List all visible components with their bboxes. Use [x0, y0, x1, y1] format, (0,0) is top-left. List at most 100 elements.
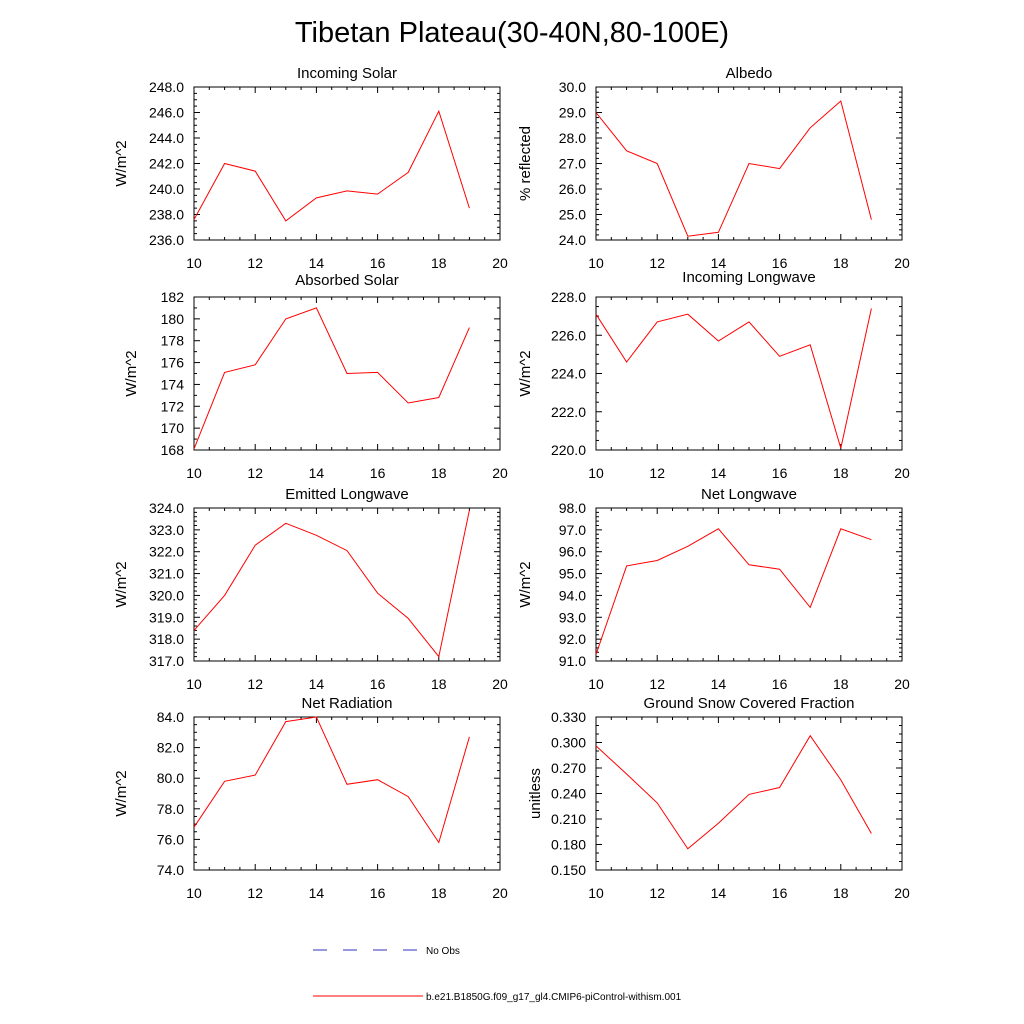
- y-tick-label: 30.0: [559, 79, 586, 95]
- legend: No Obs b.e21.B1850G.f09_g17_gl4.CMIP6-pi…: [313, 946, 682, 1003]
- plot-frame: [595, 507, 903, 662]
- y-tick-label: 178: [161, 333, 185, 349]
- y-tick-label: 94.0: [559, 587, 586, 603]
- panel-title: Net Longwave: [701, 486, 797, 503]
- x-tick-label: 12: [649, 676, 665, 692]
- y-tick-label: 182: [161, 289, 185, 305]
- x-tick-label: 10: [588, 885, 604, 901]
- y-tick-label: 28.0: [559, 130, 586, 146]
- y-tick-label: 317.0: [149, 653, 184, 669]
- panel-net-longwave: Net Longwave W/m^2 10 12 14 16 18 20 91.0 92.0 93.…: [517, 486, 910, 692]
- x-tick-label: 14: [309, 255, 325, 271]
- y-tick-label: 246.0: [149, 105, 184, 121]
- panel-emitted-longwave: Emitted Longwave W/m^2 10 12 14 16 18 20 317.0 31…: [113, 486, 508, 692]
- y-tick-label: 95.0: [559, 566, 586, 582]
- legend-label-model: b.e21.B1850G.f09_g17_gl4.CMIP6-piControl…: [426, 992, 682, 1003]
- x-tick-label: 14: [309, 676, 325, 692]
- x-tick-label: 14: [711, 255, 727, 271]
- x-tick-label: 10: [186, 465, 202, 481]
- x-tick-label: 12: [247, 885, 263, 901]
- plot-frame: [193, 716, 501, 871]
- y-tick-label: 0.150: [551, 862, 586, 878]
- y-tick-label: 242.0: [149, 156, 184, 172]
- panel-net-radiation: Net Radiation W/m^2 10 12 14 16 18 20 74.0 76.0 78…: [113, 695, 508, 901]
- x-tick-label: 20: [894, 676, 910, 692]
- series-line: [193, 109, 470, 222]
- y-tick-label: 323.0: [149, 522, 184, 538]
- panel-title: Incoming Solar: [297, 65, 397, 82]
- y-tick-label: 240.0: [149, 181, 184, 197]
- x-tick-label: 20: [894, 885, 910, 901]
- x-tick-label: 16: [772, 255, 788, 271]
- x-tick-label: 18: [833, 676, 849, 692]
- panel-title: Net Radiation: [302, 695, 393, 712]
- x-tick-label: 18: [431, 885, 447, 901]
- y-tick-label: 244.0: [149, 130, 184, 146]
- y-tick-label: 168: [161, 442, 185, 458]
- y-tick-label: 24.0: [559, 232, 586, 248]
- y-tick-label: 27.0: [559, 156, 586, 172]
- panel-ground-snow-covered-fraction: Ground Snow Covered Fraction unitless 10 12…: [527, 695, 910, 901]
- y-axis-label: % reflected: [517, 126, 534, 201]
- y-axis-label: W/m^2: [113, 561, 130, 607]
- y-axis-label: unitless: [527, 768, 544, 819]
- x-tick-label: 14: [309, 465, 325, 481]
- x-tick-label: 10: [186, 676, 202, 692]
- plot-frame: [193, 86, 501, 241]
- y-tick-label: 76.0: [157, 831, 184, 847]
- x-tick-label: 10: [186, 255, 202, 271]
- panel-title: Absorbed Solar: [295, 272, 398, 289]
- series-line: [595, 528, 872, 655]
- panel-title: Incoming Longwave: [682, 269, 815, 286]
- y-tick-label: 74.0: [157, 862, 184, 878]
- y-tick-label: 97.0: [559, 522, 586, 538]
- y-tick-label: 92.0: [559, 631, 586, 647]
- y-tick-label: 93.0: [559, 609, 586, 625]
- y-tick-label: 222.0: [551, 404, 586, 420]
- y-tick-label: 248.0: [149, 79, 184, 95]
- y-axis-label: W/m^2: [123, 350, 140, 396]
- series-line: [595, 100, 872, 237]
- y-tick-label: 26.0: [559, 181, 586, 197]
- y-tick-label: 174: [161, 376, 185, 392]
- y-tick-label: 180: [161, 311, 185, 327]
- x-tick-label: 14: [711, 676, 727, 692]
- panel-incoming-solar: Incoming Solar W/m^2 10 12 14 16 18 20 236.0 238.…: [113, 65, 508, 271]
- y-tick-label: 236.0: [149, 232, 184, 248]
- y-axis-label: W/m^2: [113, 770, 130, 816]
- x-tick-label: 20: [492, 885, 508, 901]
- y-tick-label: 80.0: [157, 770, 184, 786]
- y-tick-label: 91.0: [559, 653, 586, 669]
- x-tick-label: 10: [588, 676, 604, 692]
- y-tick-label: 82.0: [157, 740, 184, 756]
- x-tick-label: 14: [309, 885, 325, 901]
- x-tick-label: 18: [833, 885, 849, 901]
- y-tick-label: 170: [161, 420, 185, 436]
- x-tick-label: 14: [711, 465, 727, 481]
- y-tick-label: 321.0: [149, 566, 184, 582]
- x-tick-label: 16: [370, 465, 386, 481]
- y-tick-label: 0.240: [551, 786, 586, 802]
- series-line: [595, 734, 872, 850]
- x-tick-label: 12: [649, 885, 665, 901]
- y-tick-label: 96.0: [559, 544, 586, 560]
- x-tick-label: 10: [186, 885, 202, 901]
- y-tick-label: 226.0: [551, 327, 586, 343]
- x-tick-label: 16: [370, 885, 386, 901]
- x-tick-label: 20: [894, 465, 910, 481]
- series-line: [193, 716, 470, 844]
- x-tick-label: 18: [431, 676, 447, 692]
- x-tick-label: 10: [588, 255, 604, 271]
- series-line: [193, 510, 470, 658]
- x-tick-label: 12: [649, 465, 665, 481]
- y-tick-label: 0.330: [551, 709, 586, 725]
- y-axis-label: W/m^2: [517, 561, 534, 607]
- x-tick-label: 12: [247, 676, 263, 692]
- panel-title: Albedo: [726, 65, 773, 82]
- x-tick-label: 18: [833, 255, 849, 271]
- panel-title: Ground Snow Covered Fraction: [644, 695, 855, 712]
- panel-albedo: Albedo % reflected 10 12 14 16 18 20 24.0 25.0 26.…: [517, 65, 910, 271]
- x-tick-label: 18: [431, 255, 447, 271]
- x-tick-label: 12: [247, 465, 263, 481]
- x-tick-label: 10: [588, 465, 604, 481]
